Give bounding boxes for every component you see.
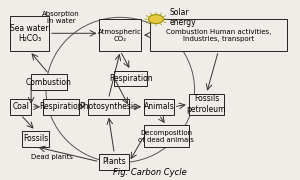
FancyBboxPatch shape xyxy=(10,99,31,115)
FancyBboxPatch shape xyxy=(10,15,49,51)
Text: Photosynthesis: Photosynthesis xyxy=(79,102,137,111)
FancyBboxPatch shape xyxy=(144,99,174,115)
FancyBboxPatch shape xyxy=(88,99,129,115)
FancyBboxPatch shape xyxy=(43,99,79,115)
Text: Fig. Carbon Cycle: Fig. Carbon Cycle xyxy=(113,168,187,177)
Text: Combustion Human activities,
Industries, transport: Combustion Human activities, Industries,… xyxy=(166,29,271,42)
FancyBboxPatch shape xyxy=(150,19,287,51)
FancyBboxPatch shape xyxy=(100,154,129,170)
Text: Coal: Coal xyxy=(12,102,29,111)
Text: Absorption
in water: Absorption in water xyxy=(42,11,80,24)
Text: Dead plants: Dead plants xyxy=(31,154,73,160)
Text: Animals: Animals xyxy=(143,102,174,111)
Text: Decomposition
of dead animals: Decomposition of dead animals xyxy=(138,130,194,143)
FancyBboxPatch shape xyxy=(144,125,189,147)
FancyBboxPatch shape xyxy=(100,19,141,51)
Text: Solar
energy: Solar energy xyxy=(169,8,196,27)
Text: Fossils
petroleum: Fossils petroleum xyxy=(187,94,226,114)
Circle shape xyxy=(148,15,164,24)
Text: Plants: Plants xyxy=(103,157,126,166)
FancyBboxPatch shape xyxy=(31,74,67,90)
Text: Sea water
H₂CO₃: Sea water H₂CO₃ xyxy=(11,24,49,43)
FancyBboxPatch shape xyxy=(114,71,147,86)
FancyBboxPatch shape xyxy=(22,131,49,147)
Text: Respiration: Respiration xyxy=(39,102,82,111)
Text: Atmospheric
CO₂: Atmospheric CO₂ xyxy=(98,29,142,42)
FancyBboxPatch shape xyxy=(189,94,224,115)
Text: Respiration: Respiration xyxy=(109,74,152,83)
Text: Combustion: Combustion xyxy=(26,78,72,87)
Text: Fossils: Fossils xyxy=(23,134,48,143)
